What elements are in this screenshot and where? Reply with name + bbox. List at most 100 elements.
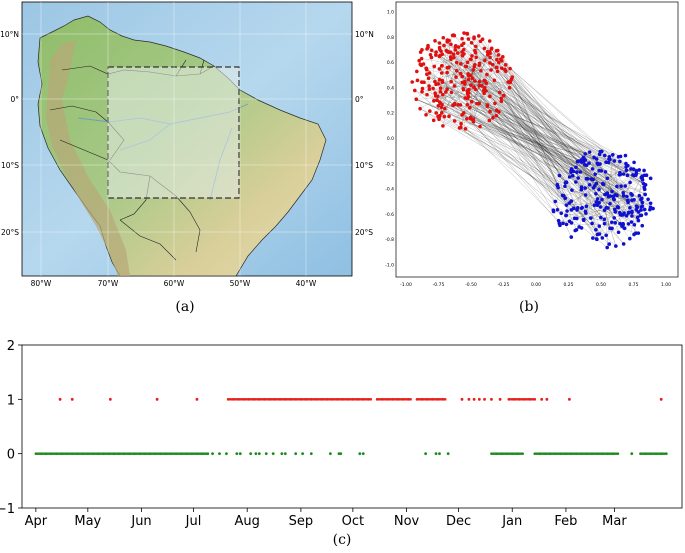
lon-label: 80°W	[31, 279, 52, 288]
network-node-red	[465, 103, 470, 107]
class-1-marker	[396, 398, 400, 401]
class-0-marker	[280, 452, 284, 456]
network-node-red	[426, 76, 431, 80]
network-node-blue	[587, 161, 591, 165]
class-0-marker	[44, 452, 48, 455]
network-y-tick-label: -0.6	[385, 212, 394, 218]
network-node-blue	[609, 220, 614, 225]
network-node-blue	[629, 220, 634, 224]
network-node-blue	[621, 222, 626, 227]
network-node-red	[477, 101, 482, 106]
network-edge	[453, 54, 576, 183]
network-edge	[599, 222, 612, 235]
class-0-marker	[328, 452, 332, 456]
network-figure: 1.0 0.8 0.6 0.4 0.2 0.0 -0.2 -0.4 -0.6 -0.8 -1.0 -…	[385, 1, 679, 288]
timeline-x-axis: Apr May Jun Jul Aug Sep Oct Nov Dec Jan Feb Mar	[25, 508, 627, 529]
network-node-blue	[634, 168, 639, 173]
network-node-blue	[600, 236, 605, 240]
class-0-marker	[238, 452, 242, 456]
class-0-marker	[611, 452, 615, 455]
network-node-red	[485, 103, 490, 107]
network-edge	[474, 80, 615, 218]
class-0-marker	[218, 452, 221, 456]
network-edge	[555, 201, 605, 220]
network-node-red	[437, 67, 442, 71]
class-1-marker	[540, 397, 544, 401]
network-node-red	[433, 94, 438, 98]
network-edge	[590, 187, 645, 219]
network-node-blue	[648, 176, 653, 181]
network-edge	[455, 45, 572, 210]
network-node-red	[440, 80, 445, 84]
network-edge	[441, 107, 474, 120]
network-edge	[423, 82, 572, 171]
network-node-blue	[599, 169, 604, 173]
andes-region	[46, 40, 130, 276]
network-x-tick-label: -0.25	[498, 282, 510, 288]
network-node-red	[464, 64, 469, 69]
network-node-red	[482, 86, 487, 90]
map-gridlines	[22, 2, 352, 276]
class-0-marker	[112, 452, 116, 455]
network-edge	[473, 48, 485, 120]
class-0-marker	[185, 452, 188, 455]
network-node-red	[420, 48, 424, 52]
network-node-red	[440, 63, 444, 68]
class-1-marker	[273, 398, 277, 401]
network-node-red	[442, 43, 446, 48]
network-node-blue	[582, 163, 587, 167]
network-edge	[484, 87, 558, 186]
network-node-red	[432, 99, 436, 103]
class-0-marker	[180, 452, 183, 455]
network-node-red	[448, 55, 453, 59]
class-0-marker	[225, 452, 228, 456]
network-node-red	[469, 41, 474, 45]
network-node-blue	[646, 197, 650, 202]
class-1-marker	[420, 398, 424, 401]
network-node-blue	[559, 211, 564, 216]
timeline-month-label: Mar	[602, 514, 627, 529]
network-node-red	[469, 83, 473, 87]
network-node-red	[470, 54, 474, 58]
network-node-blue	[565, 209, 569, 213]
network-node-blue	[570, 173, 575, 178]
network-node-blue	[602, 208, 607, 212]
network-node-red	[473, 44, 478, 49]
network-edge	[470, 118, 620, 175]
network-y-tick-label: 0.4	[387, 85, 394, 91]
network-edge	[429, 110, 624, 224]
network-y-tick-label: -1.0	[385, 263, 394, 269]
network-node-blue	[594, 191, 598, 196]
class-1-marker	[498, 397, 502, 401]
class-0-marker	[446, 452, 450, 456]
class-0-marker	[148, 452, 152, 455]
network-node-red	[508, 66, 512, 71]
network-edge	[441, 72, 590, 164]
class-1-marker	[401, 398, 405, 401]
network-node-red	[441, 35, 446, 40]
class-1-marker	[381, 398, 384, 401]
network-node-blue	[651, 206, 655, 211]
network-y-tick-label: 0.8	[387, 35, 394, 41]
network-edge	[416, 99, 434, 121]
class-1-marker	[512, 398, 516, 401]
network-node-blue	[597, 224, 602, 228]
class-1-marker	[472, 397, 476, 401]
network-node-blue	[643, 192, 647, 197]
class-1-marker	[284, 398, 287, 401]
class-1-marker	[263, 398, 266, 401]
network-edge	[479, 81, 644, 184]
network-node-blue	[634, 173, 638, 177]
network-frame	[395, 1, 679, 278]
class-1-marker	[375, 398, 379, 401]
class-0-marker	[34, 452, 38, 455]
network-edge	[559, 163, 627, 224]
network-node-red	[498, 57, 503, 62]
class-0-marker	[339, 452, 343, 456]
network-edge	[435, 72, 448, 96]
network-node-red	[454, 60, 459, 65]
class-1-marker	[108, 397, 112, 401]
network-node-blue	[594, 157, 599, 161]
network-node-red	[485, 72, 489, 77]
class-1-marker	[507, 398, 511, 401]
